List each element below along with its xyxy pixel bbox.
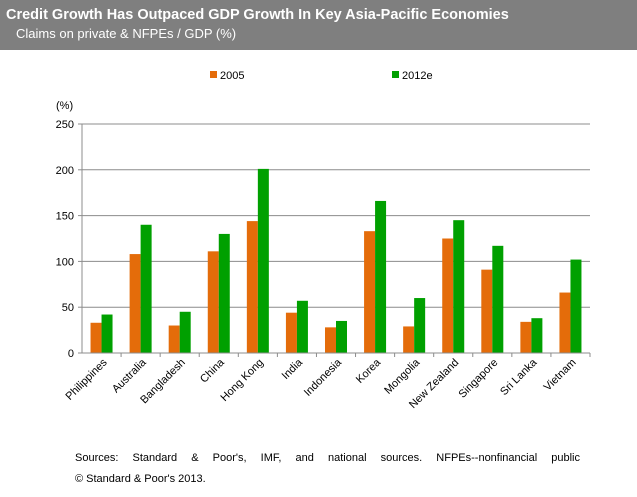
x-tick-label: Philippines [64, 356, 110, 402]
bars [90, 168, 582, 353]
x-tick-label: Mongolia [382, 356, 423, 397]
bar-2012e-korea [375, 200, 387, 353]
bar-2012e-hong-kong [257, 168, 269, 353]
bar-2005-bangladesh [168, 325, 180, 353]
y-tick-label: 250 [56, 119, 74, 131]
gridlines [78, 123, 590, 354]
axes [81, 124, 591, 357]
bar-2005-hong-kong [246, 221, 258, 353]
y-axis-label: (%) [56, 100, 73, 112]
bar-2012e-philippines [101, 314, 113, 353]
y-tick-label: 150 [56, 211, 74, 223]
bar-2012e-bangladesh [179, 311, 191, 353]
x-tick-label: Korea [354, 356, 384, 386]
legend-label-2012e: 2012e [402, 70, 433, 82]
x-tick-label: Indonesia [302, 356, 345, 399]
legend-swatch-2005 [210, 71, 217, 78]
bar-2012e-mongolia [414, 298, 426, 353]
copyright-note: © Standard & Poor's 2013. [75, 473, 206, 485]
x-tick-label: Australia [110, 356, 149, 395]
chart-title: Credit Growth Has Outpaced GDP Growth In… [6, 7, 509, 23]
bar-2012e-new-zealand [453, 220, 465, 353]
x-tick-label: Vietnam [542, 357, 579, 394]
bar-2005-singapore [481, 269, 493, 353]
bar-2005-philippines [90, 322, 102, 353]
bar-2005-sri-lanka [520, 321, 532, 353]
x-tick-label: China [198, 356, 227, 385]
y-tick-labels: 0 50 100 150 200 250 [56, 119, 74, 360]
bar-2005-indonesia [325, 327, 336, 353]
chart-area: 2005 2012e (%) 0 50 100 150 200 250 Philippine… [0, 50, 637, 430]
bar-2005-vietnam [559, 292, 571, 353]
x-tick-label: India [280, 356, 306, 382]
bar-2012e-indonesia [336, 320, 347, 353]
y-tick-label: 50 [62, 302, 74, 314]
y-tick-label: 100 [56, 256, 74, 268]
legend: 2005 2012e [210, 70, 433, 82]
bar-2012e-china [218, 233, 230, 353]
bar-2005-new-zealand [442, 238, 454, 353]
legend-label-2005: 2005 [220, 70, 244, 82]
bar-2005-mongolia [403, 326, 415, 353]
sources-note: Sources: Standard & Poor's, IMF, and nat… [75, 452, 580, 464]
x-tick-label: Sri Lanka [498, 356, 540, 398]
bar-2012e-sri-lanka [531, 318, 543, 353]
bar-2005-korea [364, 231, 376, 353]
bar-2005-india [285, 312, 297, 353]
legend-swatch-2012e [392, 71, 399, 78]
bar-2012e-india [296, 300, 308, 353]
bar-2012e-singapore [492, 245, 504, 353]
bar-2012e-australia [140, 224, 152, 353]
title-banner: Credit Growth Has Outpaced GDP Growth In… [0, 0, 637, 50]
bar-2005-australia [129, 254, 141, 353]
x-tick-label: Hong Kong [219, 357, 266, 404]
chart-subtitle: Claims on private & NFPEs / GDP (%) [16, 26, 237, 41]
y-tick-label: 200 [56, 165, 74, 177]
x-tick-label: Singapore [456, 357, 500, 401]
y-tick-label: 0 [68, 348, 74, 360]
bar-2005-china [207, 251, 219, 353]
bar-chart: 2005 2012e (%) 0 50 100 150 200 250 Philippine… [56, 70, 591, 411]
bar-2012e-vietnam [570, 259, 582, 353]
